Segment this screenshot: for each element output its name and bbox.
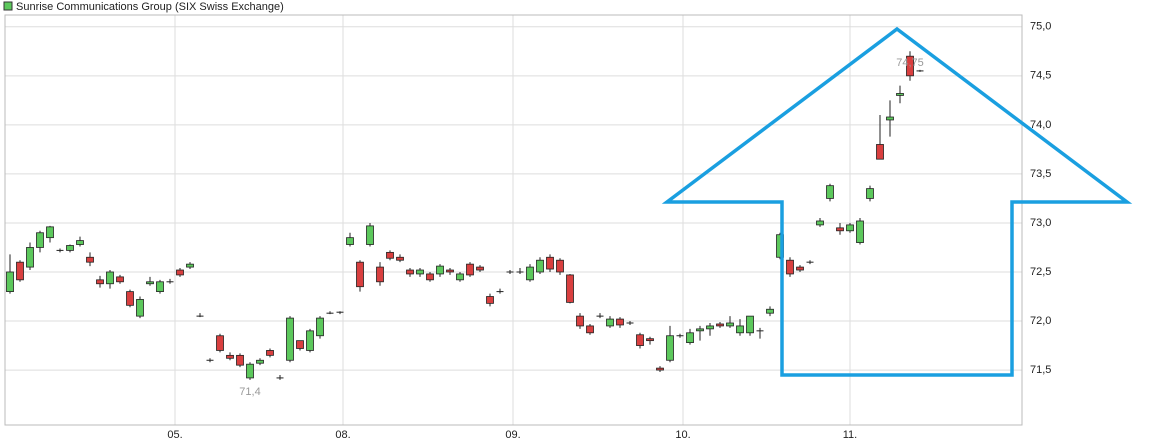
- candle-body: [76, 240, 84, 245]
- candle-body: [456, 273, 464, 281]
- arrow-overlay: [661, 26, 1133, 377]
- candle-body: [616, 318, 624, 326]
- x-tick-label: 05.: [167, 429, 182, 441]
- candle-body: [846, 224, 854, 232]
- y-tick-label: 72,0: [1030, 315, 1051, 327]
- candle-body: [436, 265, 444, 275]
- y-tick-label: 74,0: [1030, 119, 1051, 131]
- candle-body: [376, 266, 384, 283]
- x-tick-label: 11.: [843, 429, 857, 441]
- candle-body: [796, 266, 804, 271]
- candle-body: [476, 266, 484, 271]
- y-tick-label: 72,5: [1030, 266, 1051, 278]
- candle-body: [736, 325, 744, 334]
- candle-body: [66, 245, 74, 251]
- candle-body: [146, 281, 154, 285]
- candle-body: [536, 259, 544, 273]
- candle-body: [856, 220, 864, 243]
- candle-body: [26, 247, 34, 268]
- candle-body: [786, 259, 794, 275]
- y-tick-label: 75,0: [1030, 21, 1051, 33]
- candle-body: [836, 227, 844, 232]
- candle-body: [116, 276, 124, 283]
- candle-body: [876, 144, 884, 160]
- candle-body: [566, 274, 574, 303]
- candle-body: [606, 318, 614, 327]
- x-tick-label: 09.: [505, 429, 520, 441]
- candle-body: [126, 291, 134, 306]
- x-tick-label: 08.: [335, 429, 350, 441]
- candle-body: [6, 271, 14, 293]
- candle-body: [286, 317, 294, 361]
- y-tick-label: 73,0: [1030, 217, 1051, 229]
- candle-body: [176, 269, 184, 276]
- candle-body: [826, 185, 834, 199]
- candle-body: [746, 315, 754, 334]
- candle-body: [36, 232, 44, 248]
- candle-body: [156, 281, 164, 293]
- candle-body: [346, 237, 354, 245]
- annotation: 71,4: [239, 386, 260, 398]
- y-tick-label: 74,5: [1030, 70, 1051, 82]
- candle-body: [256, 359, 264, 364]
- annotation: 74,75: [896, 57, 924, 69]
- candle-body: [446, 269, 454, 273]
- candle-body: [716, 323, 724, 327]
- candle-body: [636, 334, 644, 346]
- candle-body: [486, 296, 494, 304]
- candle-body: [356, 261, 364, 288]
- x-tick-label: 10.: [675, 429, 690, 441]
- candle-body: [106, 271, 114, 285]
- candle-body: [466, 263, 474, 276]
- candle-body: [216, 335, 224, 351]
- candle-body: [426, 273, 434, 281]
- candle-body: [96, 279, 104, 285]
- candle-body: [766, 308, 774, 314]
- candle-body: [386, 251, 394, 259]
- candle-body: [656, 367, 664, 371]
- candle-body: [226, 354, 234, 359]
- legend-swatch: [3, 1, 13, 11]
- candle-body: [246, 363, 254, 379]
- candle-body: [186, 263, 194, 268]
- candle-body: [666, 335, 674, 361]
- candle-body: [646, 338, 654, 342]
- candle-body: [586, 325, 594, 334]
- plot-frame: [4, 14, 1023, 426]
- candle-body: [816, 220, 824, 226]
- candle-body: [236, 354, 244, 366]
- candle-body: [306, 330, 314, 351]
- candle-body: [896, 93, 904, 96]
- chart-title: Sunrise Communications Group (SIX Swiss …: [16, 1, 284, 13]
- y-tick-label: 73,5: [1030, 168, 1051, 180]
- candle-body: [706, 325, 714, 330]
- candle-body: [366, 225, 374, 245]
- candle-body: [406, 269, 414, 275]
- candle-body: [416, 269, 424, 275]
- candle-body: [136, 299, 144, 317]
- candle-body: [906, 55, 914, 77]
- candle-body: [726, 322, 734, 327]
- candle-body: [296, 340, 304, 349]
- candle-body: [686, 332, 694, 344]
- candle-body: [46, 226, 54, 239]
- candle-body: [526, 266, 534, 281]
- candle-body: [546, 256, 554, 270]
- candle-body: [396, 256, 404, 261]
- candle-body: [556, 259, 564, 273]
- candle-body: [86, 256, 94, 263]
- candle-body: [576, 315, 584, 327]
- candle-body: [16, 261, 24, 281]
- candle-body: [266, 350, 274, 356]
- candle-body: [696, 328, 704, 332]
- y-tick-label: 71,5: [1030, 364, 1051, 376]
- candle-body: [316, 317, 324, 337]
- candle-body: [886, 116, 894, 121]
- candle-body: [866, 188, 874, 199]
